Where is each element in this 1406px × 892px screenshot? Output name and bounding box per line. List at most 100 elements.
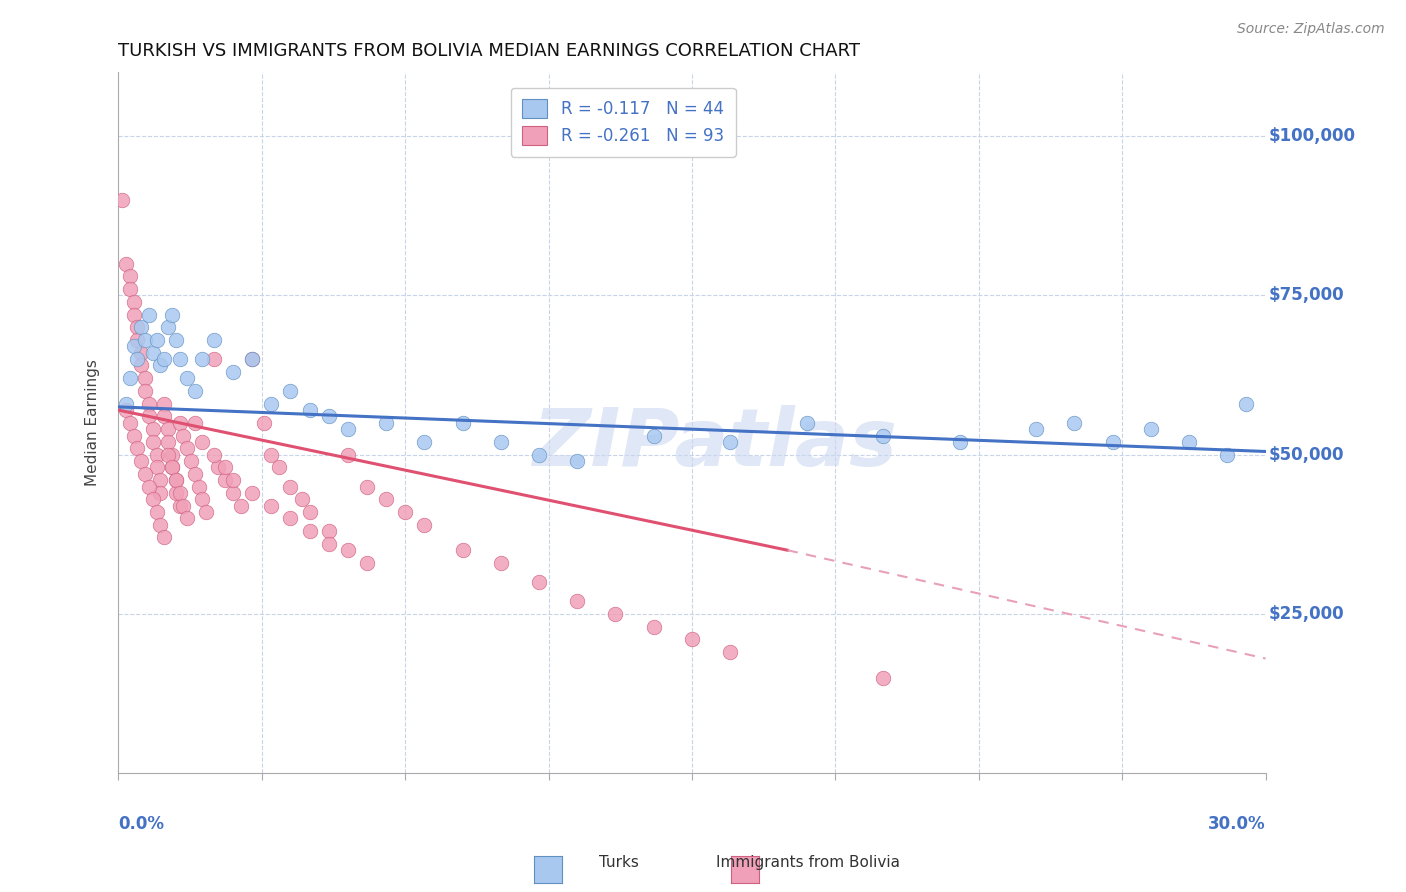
Point [191,352,214,367]
Point [149,359,172,373]
Point [157,448,180,462]
Point [872,428,894,442]
Point [260,448,283,462]
Point [165,486,187,500]
Legend: R = -0.117   N = 44, R = -0.261   N = 93: R = -0.117 N = 44, R = -0.261 N = 93 [510,87,735,157]
Text: $25,000: $25,000 [1270,605,1344,623]
Point [796,416,818,430]
Point [169,352,191,367]
Point [191,492,214,507]
Point [280,511,302,525]
Point [336,448,359,462]
Point [336,543,359,558]
Point [1140,422,1163,436]
Point [122,294,145,309]
Point [160,460,183,475]
Point [643,620,665,634]
Point [527,575,550,590]
Point [260,397,283,411]
Text: $75,000: $75,000 [1270,286,1344,304]
Point [394,505,416,519]
Point [176,442,198,456]
Point [129,454,152,468]
Point [165,473,187,487]
Point [413,517,436,532]
Point [949,434,972,449]
Point [153,352,176,367]
Point [157,422,180,436]
Point [169,416,191,430]
Point [280,479,302,493]
Point [298,403,321,417]
Point [153,531,176,545]
Point [229,499,252,513]
Point [1101,434,1123,449]
Point [138,409,160,424]
Point [207,460,229,475]
Point [681,632,703,647]
Point [298,524,321,538]
Point [1236,397,1258,411]
Point [122,339,145,353]
Point [872,671,894,685]
Point [165,333,187,347]
Point [118,269,141,284]
Point [202,333,225,347]
Point [184,416,207,430]
Text: TURKISH VS IMMIGRANTS FROM BOLIVIA MEDIAN EARNINGS CORRELATION CHART: TURKISH VS IMMIGRANTS FROM BOLIVIA MEDIA… [118,42,860,60]
Point [138,479,160,493]
Point [138,308,160,322]
Point [191,434,214,449]
Point [145,333,167,347]
Point [1178,434,1201,449]
Point [129,345,152,359]
Point [115,397,138,411]
Point [142,422,165,436]
Text: $50,000: $50,000 [1270,446,1344,464]
Point [567,454,589,468]
Point [718,645,741,659]
Point [260,499,283,513]
Text: Source: ZipAtlas.com: Source: ZipAtlas.com [1237,22,1385,37]
Y-axis label: Median Earnings: Median Earnings [86,359,100,486]
Point [356,556,378,570]
Point [375,416,398,430]
Text: Turks: Turks [599,855,638,870]
Point [127,442,149,456]
Point [291,492,314,507]
Point [172,428,194,442]
Point [451,416,474,430]
Point [160,460,183,475]
Point [153,409,176,424]
Point [187,479,209,493]
Point [240,486,263,500]
Point [202,352,225,367]
Point [375,492,398,507]
Point [160,308,183,322]
Point [240,352,263,367]
Point [122,428,145,442]
Point [115,256,138,270]
Point [718,434,741,449]
Point [298,505,321,519]
Point [176,371,198,385]
Point [336,422,359,436]
Text: Immigrants from Bolivia: Immigrants from Bolivia [717,855,900,870]
Point [129,359,152,373]
Point [643,428,665,442]
Point [1063,416,1085,430]
Point [184,384,207,398]
Point [153,397,176,411]
Point [149,517,172,532]
Point [134,371,156,385]
Point [145,460,167,475]
Point [165,473,187,487]
Point [451,543,474,558]
Point [111,193,134,207]
Point [142,345,165,359]
Point [134,384,156,398]
Point [222,365,245,379]
Point [489,434,512,449]
Point [127,352,149,367]
Text: 30.0%: 30.0% [1208,815,1265,833]
